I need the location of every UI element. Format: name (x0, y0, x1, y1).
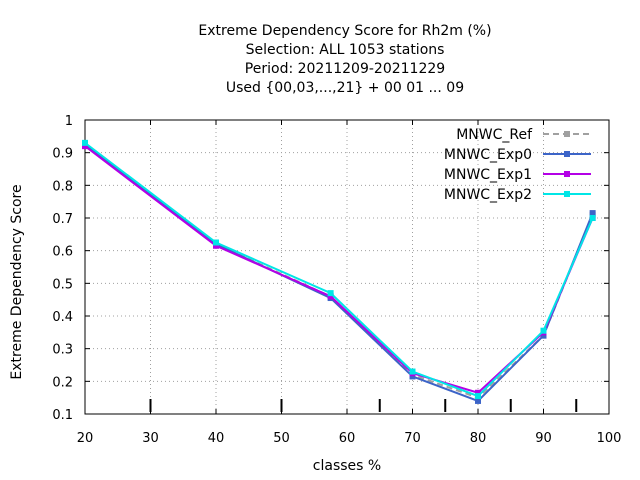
axis-ticks: 20 30 40 50 60 70 80 90 100 0.1 0.2 0.3 0.4 0.5 0.6 0.7… (52, 114, 621, 446)
y-tick-label: 0.2 (52, 375, 73, 390)
data-point (327, 293, 334, 300)
data-point (82, 143, 88, 150)
data-point (409, 368, 416, 375)
legend-label: MNWC_Ref (456, 127, 533, 143)
series-mnwc-exp2 (82, 139, 596, 400)
x-tick-label: 70 (404, 431, 421, 446)
y-tick-label: 0.4 (52, 310, 73, 325)
title-line-3: Period: 20211209-20211229 (245, 61, 445, 77)
series (82, 139, 596, 404)
x-tick-label: 40 (208, 431, 225, 446)
y-tick-label: 0.6 (52, 245, 73, 260)
y-tick-label: 0.3 (52, 343, 73, 358)
legend-label: MNWC_Exp2 (444, 187, 532, 203)
legend-label: MNWC_Exp0 (444, 147, 532, 163)
grid (85, 120, 609, 414)
x-axis-label: classes % (313, 458, 381, 474)
y-tick-label: 0.7 (52, 212, 73, 227)
y-axis-label: Extreme Dependency Score (9, 184, 25, 379)
x-tick-label: 100 (597, 431, 622, 446)
x-tick-label: 30 (142, 431, 159, 446)
y-tick-label: 1 (65, 114, 73, 129)
chart-title: Extreme Dependency Score for Rh2m (%) Sel… (198, 23, 491, 96)
data-point (213, 242, 219, 249)
x-tick-label: 20 (77, 431, 94, 446)
data-point (327, 290, 334, 297)
legend-marker (564, 171, 570, 177)
data-point (475, 397, 481, 404)
data-point (82, 139, 88, 146)
x-tick-label: 80 (470, 431, 487, 446)
title-line-1: Extreme Dependency Score for Rh2m (%) (198, 23, 491, 39)
data-point (213, 239, 219, 246)
x-tick-label: 90 (535, 431, 552, 446)
legend-marker (564, 151, 570, 157)
data-point (540, 332, 547, 339)
legend-label: MNWC_Exp1 (444, 167, 532, 183)
data-point (589, 215, 596, 221)
legend: MNWC_Ref MNWC_Exp0 MNWC_Exp1 MNWC_Exp2 (444, 127, 591, 203)
title-line-2: Selection: ALL 1053 stations (246, 42, 445, 58)
data-point (475, 389, 481, 396)
x-tick-label: 60 (339, 431, 356, 446)
data-point (589, 210, 596, 217)
y-tick-label: 0.9 (52, 147, 73, 162)
legend-marker (564, 191, 570, 197)
title-line-4: Used {00,03,...,21} + 00 01 ... 09 (226, 80, 464, 96)
y-tick-label: 0.8 (52, 179, 73, 194)
legend-marker (564, 131, 570, 137)
y-tick-label: 0.1 (52, 408, 73, 423)
data-point (409, 373, 416, 380)
data-point (540, 327, 547, 334)
data-point (475, 393, 481, 400)
class-marks (149, 399, 578, 412)
series-line (84, 145, 594, 394)
y-tick-label: 0.5 (52, 277, 73, 292)
x-tick-label: 50 (273, 431, 290, 446)
